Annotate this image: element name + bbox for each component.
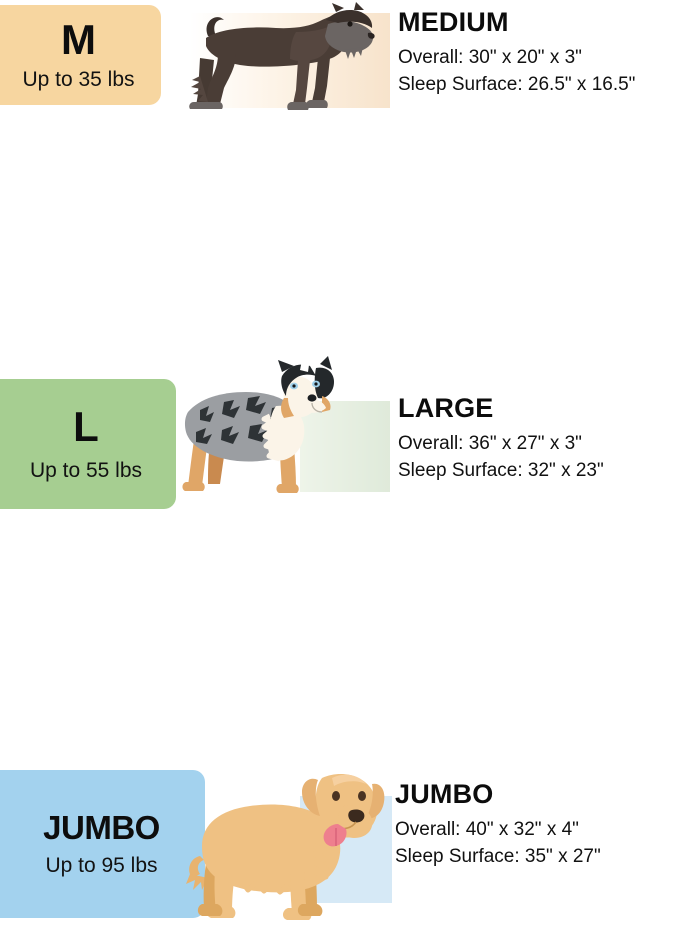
size-info-medium: MEDIUM Overall: 30" x 20" x 3" Sleep Sur… bbox=[398, 8, 635, 99]
overall-dimensions: Overall: 36" x 27" x 3" bbox=[398, 433, 582, 455]
backdrop-band-large bbox=[300, 401, 390, 492]
golden-retriever-icon bbox=[186, 774, 385, 920]
size-badge-weight: Up to 55 lbs bbox=[29, 458, 143, 482]
size-badge-letter: M bbox=[61, 15, 96, 63]
overall-dimensions: Overall: 30" x 20" x 3" bbox=[398, 47, 582, 69]
size-badge-letter: L bbox=[73, 402, 99, 450]
sleep-surface-dimensions: Sleep Surface: 32" x 23" bbox=[398, 460, 604, 482]
size-badge-weight: Up to 95 lbs bbox=[45, 853, 158, 877]
size-badge-jumbo: JUMBO Up to 95 lbs bbox=[0, 770, 205, 918]
sleep-surface-dimensions: Sleep Surface: 35" x 27" bbox=[395, 846, 601, 868]
size-title: MEDIUM bbox=[398, 7, 509, 37]
size-badge-weight: Up to 35 lbs bbox=[22, 67, 135, 91]
size-badge-medium: M Up to 35 lbs bbox=[0, 5, 161, 105]
size-row-large: L Up to 55 lbs bbox=[0, 186, 679, 509]
australian-shepherd-icon bbox=[182, 356, 334, 493]
overall-dimensions: Overall: 40" x 32" x 4" bbox=[395, 819, 579, 841]
size-title: LARGE bbox=[398, 393, 494, 423]
size-badge-letter: JUMBO bbox=[43, 808, 160, 846]
size-title: JUMBO bbox=[395, 779, 494, 809]
size-row-jumbo: JUMBO Up to 95 lbs bbox=[0, 372, 679, 920]
sleep-surface-dimensions: Sleep Surface: 26.5" x 16.5" bbox=[398, 74, 636, 96]
size-info-large: LARGE Overall: 36" x 27" x 3" Sleep Surf… bbox=[398, 394, 604, 485]
schnauzer-icon bbox=[189, 2, 375, 110]
size-badge-large: L Up to 55 lbs bbox=[0, 379, 176, 509]
size-row-medium: M Up to 35 lbs bbox=[0, 0, 679, 186]
size-info-jumbo: JUMBO Overall: 40" x 32" x 4" Sleep Surf… bbox=[395, 780, 601, 871]
